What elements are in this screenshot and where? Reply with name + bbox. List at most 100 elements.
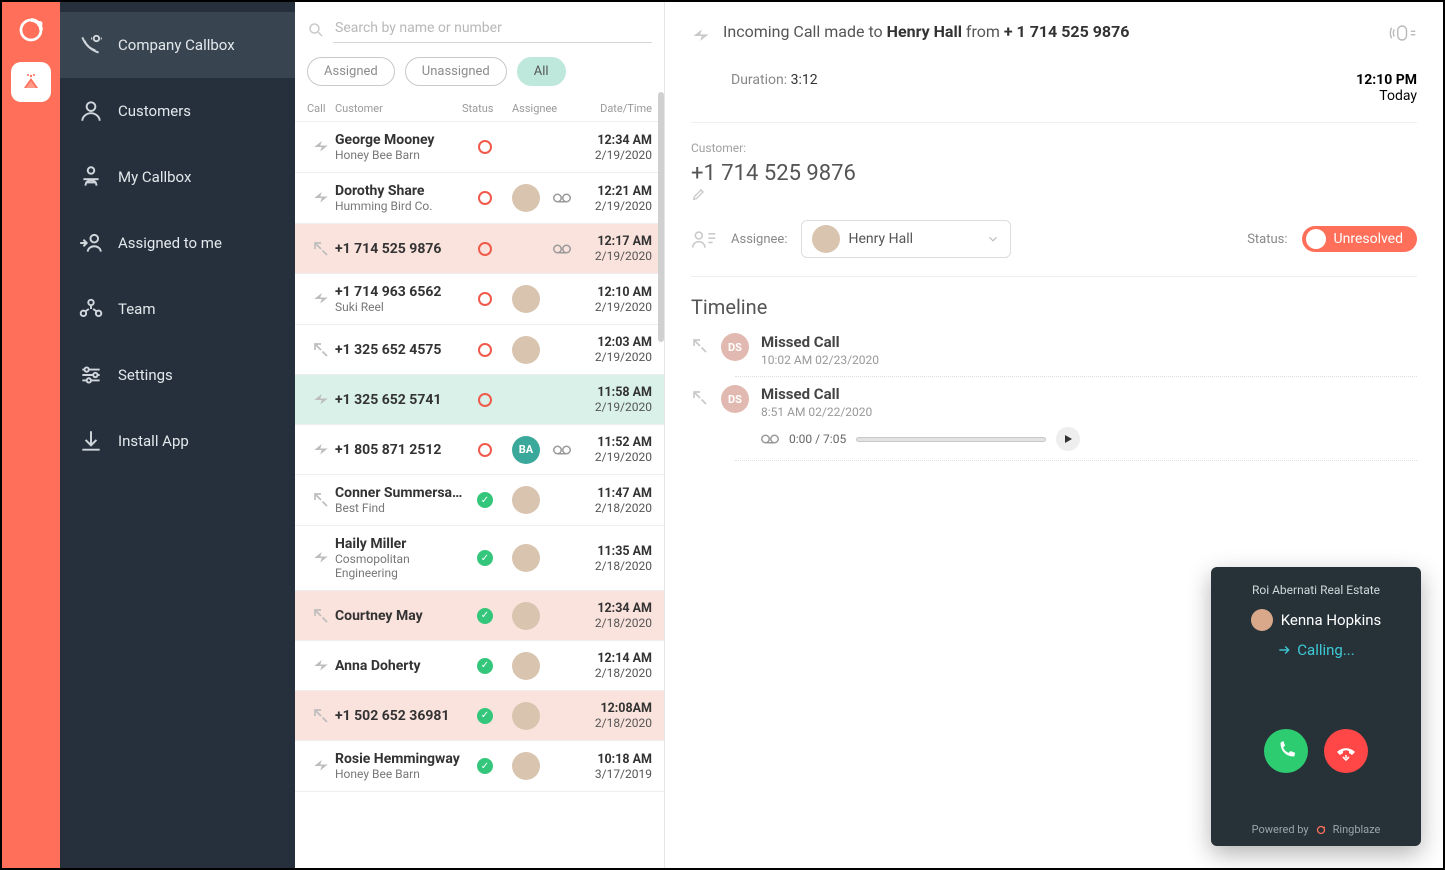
timeline-avatar: DS [721,385,749,413]
ringblaze-logo[interactable] [13,12,49,48]
customer-company: Suki Reel [335,300,468,314]
status-indicator [468,242,502,256]
team-icon [78,296,104,322]
filter-all[interactable]: All [517,57,566,86]
assignee-avatar [512,544,540,572]
nav-my-callbox[interactable]: My Callbox [60,144,295,210]
company-callbox-icon [78,32,104,58]
nav-settings[interactable]: Settings [60,342,295,408]
voicemail-icon [550,444,574,456]
call-row[interactable]: George MooneyHoney Bee Barn12:34 AM2/19/… [295,122,664,173]
call-list-pane: Assigned Unassigned All Call Customer St… [295,2,665,868]
call-date: 2/19/2020 [574,148,652,162]
call-time: 11:58 AM [574,385,652,400]
call-date: 2/18/2020 [574,716,652,730]
status-indicator [468,393,502,407]
call-row[interactable]: Courtney May✓12:34 AM2/18/2020 [295,591,664,641]
call-time: 12:34 AM [574,601,652,616]
call-date: 2/18/2020 [574,666,652,680]
nav-company-callbox[interactable]: Company Callbox [60,12,295,78]
play-button[interactable] [1056,427,1080,451]
customer-app-icon[interactable] [11,62,51,102]
answer-button[interactable] [1264,729,1308,773]
customers-icon [78,98,104,124]
call-date: 2/19/2020 [574,199,652,213]
customer-name: +1 325 652 4575 [335,342,468,358]
assignee-avatar: BA [512,436,540,464]
scrollbar[interactable] [658,92,664,342]
edit-icon[interactable] [691,186,1417,202]
call-time: 12:10 AM [574,285,652,300]
call-direction-icon [307,189,335,207]
call-row[interactable]: Haily MillerCosmopolitan Engineering✓11:… [295,526,664,591]
vibrate-icon [1389,22,1417,44]
call-date: 2/19/2020 [574,350,652,364]
incoming-call-icon [691,26,711,46]
assigned-to-me-icon [78,230,104,256]
customer-name: Rosie Hemmingway [335,751,468,767]
detail-pane: Incoming Call made to Henry Hall from + … [665,2,1443,868]
assignee-avatar [512,285,540,313]
hangup-button[interactable] [1324,729,1368,773]
status-indicator [468,443,502,457]
search-input[interactable] [333,16,652,43]
call-row[interactable]: +1 325 652 457512:03 AM2/19/2020 [295,325,664,375]
timeline-title: Missed Call [761,333,879,351]
install-app-icon [78,428,104,454]
timeline-item: DSMissed Call8:51 AM 02/22/20200:00 / 7:… [691,385,1417,451]
call-row[interactable]: Dorothy ShareHumming Bird Co.12:21 AM2/1… [295,173,664,224]
timeline-title: Missed Call [761,385,1080,403]
status-indicator: ✓ [468,758,502,774]
nav-install-app[interactable]: Install App [60,408,295,474]
detail-header-text: Incoming Call made to Henry Hall from + … [723,22,1377,41]
caller-name: Kenna Hopkins [1281,611,1382,629]
status-indicator: ✓ [468,708,502,724]
call-time: 11:52 AM [574,435,652,450]
customer-name: +1 714 963 6562 [335,284,468,300]
status-indicator [468,191,502,205]
search-icon [307,21,325,39]
call-row[interactable]: Anna Doherty✓12:14 AM2/18/2020 [295,641,664,691]
call-direction-icon [307,757,335,775]
customer-company: Humming Bird Co. [335,199,468,213]
call-date: 2/19/2020 [574,400,652,414]
timeline-sub: 10:02 AM 02/23/2020 [761,353,879,367]
call-row[interactable]: +1 714 963 6562Suki Reel12:10 AM2/19/202… [295,274,664,325]
call-row[interactable]: Rosie HemmingwayHoney Bee Barn✓10:18 AM3… [295,741,664,792]
app-rail [2,2,60,868]
call-row[interactable]: +1 805 871 2512BA11:52 AM2/19/2020 [295,425,664,475]
status-indicator: ✓ [468,658,502,674]
call-row[interactable]: +1 502 652 36981✓ 12:08AM2/18/2020 [295,691,664,741]
call-time: 12:08AM [574,701,652,716]
assignee-avatar [512,602,540,630]
filter-assigned[interactable]: Assigned [307,57,395,86]
call-time: 11:35 AM [574,544,652,559]
call-direction-icon [307,491,335,509]
customer-name: +1 502 652 36981 [335,708,468,724]
nav-customers[interactable]: Customers [60,78,295,144]
call-date: 2/19/2020 [574,249,652,263]
customer-name: +1 325 652 5741 [335,392,468,408]
nav-team[interactable]: Team [60,276,295,342]
customer-name: Courtney May [335,608,468,624]
missed-call-icon [691,389,709,451]
voicemail-icon [550,192,574,204]
call-row[interactable]: +1 714 525 987612:17 AM2/19/2020 [295,224,664,274]
call-date: 2/18/2020 [574,559,652,573]
customer-company: Best Find [335,501,468,515]
filter-unassigned[interactable]: Unassigned [405,57,507,86]
call-row[interactable]: Conner SummersaultBest Find✓11:47 AM2/18… [295,475,664,526]
status-toggle[interactable]: Unresolved [1302,226,1417,252]
nav-label: Team [118,300,156,318]
nav-assigned-to-me[interactable]: Assigned to me [60,210,295,276]
player-progress[interactable] [856,437,1046,442]
status-indicator: ✓ [468,608,502,624]
call-direction-icon [307,290,335,308]
call-direction-icon [307,138,335,156]
call-time: 12:14 AM [574,651,652,666]
customer-name: Conner Summersault [335,485,468,501]
assignee-select[interactable]: Henry Hall [801,220,1011,258]
timeline-item: DS Missed Call 10:02 AM 02/23/2020 [691,333,1417,367]
call-row[interactable]: +1 325 652 5741 11:58 AM2/19/2020 [295,375,664,425]
timeline-avatar: DS [721,333,749,361]
